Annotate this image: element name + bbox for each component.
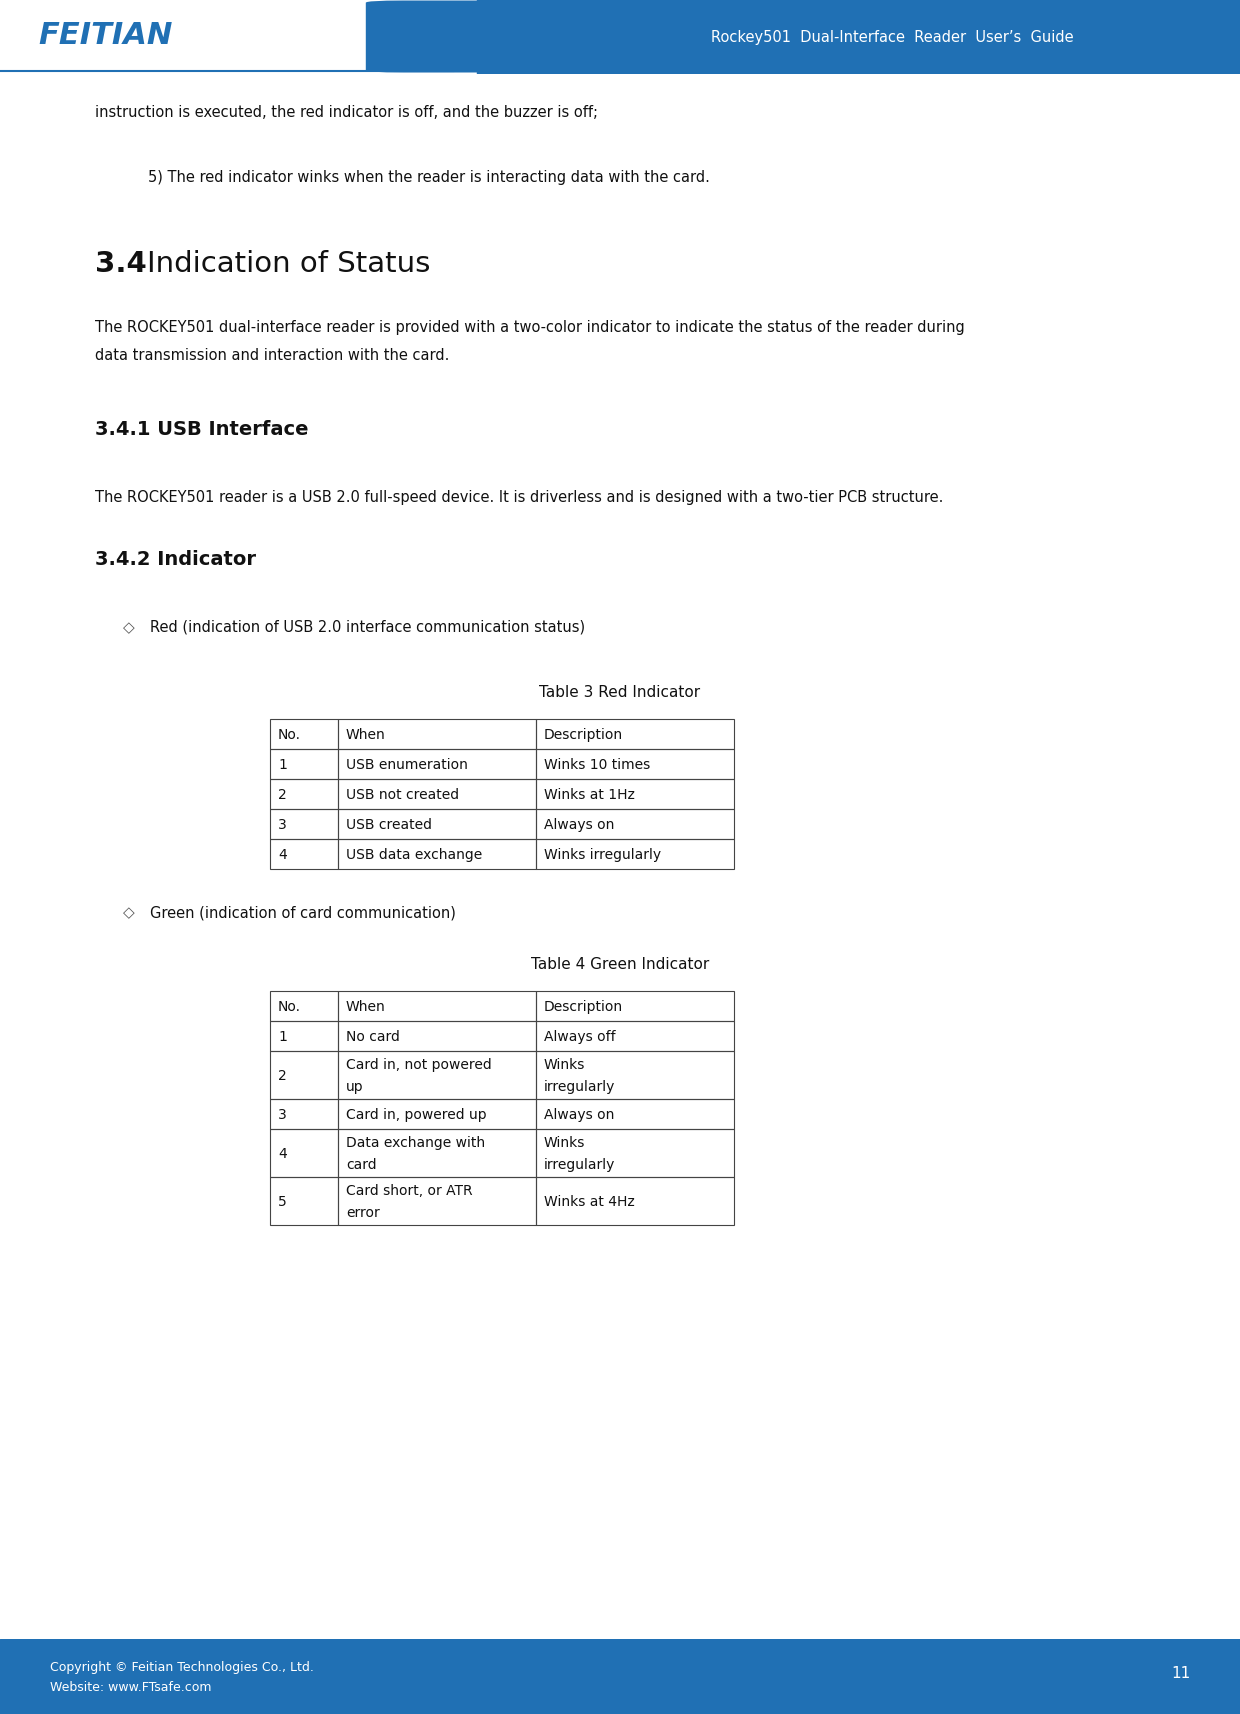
Bar [270,809,339,840]
Bar [536,840,734,869]
Bar [536,749,734,780]
Text: error: error [346,1205,379,1219]
Text: ◇: ◇ [123,905,135,919]
Text: 2: 2 [278,787,286,802]
Text: irregularly: irregularly [544,1078,615,1094]
Bar [270,1099,339,1130]
Text: 1: 1 [278,1030,286,1044]
Bar [270,1051,339,1099]
Bar [536,809,734,840]
Bar [270,840,339,869]
Text: Winks: Winks [544,1058,585,1071]
Text: 3.4.1 USB Interface: 3.4.1 USB Interface [95,420,309,439]
Bar [536,1051,734,1099]
Bar [270,749,339,780]
Text: 3: 3 [278,818,286,831]
Text: USB not created: USB not created [346,787,459,802]
Text: USB data exchange: USB data exchange [346,847,482,862]
Text: Rockey501  Dual-Interface  Reader  User’s  Guide: Rockey501 Dual-Interface Reader User’s G… [712,29,1074,45]
FancyBboxPatch shape [366,2,589,74]
Text: Description: Description [544,999,624,1013]
Bar [339,1099,536,1130]
Text: Data exchange with: Data exchange with [346,1136,485,1150]
Bar [477,0,1240,75]
Text: 4: 4 [278,1147,286,1160]
Text: data transmission and interaction with the card.: data transmission and interaction with t… [95,348,449,363]
Bar [339,809,536,840]
Bar [270,780,339,809]
Text: No.: No. [278,727,301,742]
Text: USB created: USB created [346,818,432,831]
Bar [270,720,339,749]
Text: Card short, or ATR: Card short, or ATR [346,1184,472,1198]
Text: up: up [346,1078,363,1094]
Bar [536,780,734,809]
Text: Card in, not powered: Card in, not powered [346,1058,492,1071]
Text: Green (indication of card communication): Green (indication of card communication) [150,905,456,919]
Bar [270,1178,339,1226]
Text: Always off: Always off [544,1030,615,1044]
Text: The ROCKEY501 reader is a USB 2.0 full-speed device. It is driverless and is des: The ROCKEY501 reader is a USB 2.0 full-s… [95,490,944,504]
Text: When: When [346,727,386,742]
Text: 3.4.2 Indicator: 3.4.2 Indicator [95,550,255,569]
Text: The ROCKEY501 dual-interface reader is provided with a two-color indicator to in: The ROCKEY501 dual-interface reader is p… [95,321,965,334]
Text: 3.4: 3.4 [95,250,146,278]
Text: irregularly: irregularly [544,1157,615,1171]
Bar [270,991,339,1022]
Bar [536,1099,734,1130]
Bar [339,749,536,780]
Bar [536,1130,734,1178]
Text: 5) The red indicator winks when the reader is interacting data with the card.: 5) The red indicator winks when the read… [148,170,709,185]
Bar [339,720,536,749]
Text: FEITIAN: FEITIAN [38,22,172,50]
Text: 1: 1 [278,758,286,771]
Text: Card in, powered up: Card in, powered up [346,1107,486,1121]
Text: Description: Description [544,727,624,742]
Text: Always on: Always on [544,1107,614,1121]
Text: USB enumeration: USB enumeration [346,758,467,771]
Bar [339,1051,536,1099]
Bar [339,780,536,809]
Text: 3: 3 [278,1107,286,1121]
Text: instruction is executed, the red indicator is off, and the buzzer is off;: instruction is executed, the red indicat… [95,105,598,120]
Text: Always on: Always on [544,818,614,831]
Text: 5: 5 [278,1195,286,1208]
Text: Copyright © Feitian Technologies Co., Ltd.
Website: www.FTsafe.com: Copyright © Feitian Technologies Co., Lt… [50,1661,314,1693]
Text: card: card [346,1157,377,1171]
Bar [536,1022,734,1051]
Bar [270,1022,339,1051]
Text: Indication of Status: Indication of Status [148,250,430,278]
Text: No.: No. [278,999,301,1013]
Text: Winks: Winks [544,1136,585,1150]
Text: Winks at 4Hz: Winks at 4Hz [544,1195,635,1208]
Bar [339,1022,536,1051]
Text: 2: 2 [278,1068,286,1082]
Text: Red (indication of USB 2.0 interface communication status): Red (indication of USB 2.0 interface com… [150,620,585,634]
Text: Winks irregularly: Winks irregularly [544,847,661,862]
Bar [536,720,734,749]
Bar [339,991,536,1022]
Text: 4: 4 [278,847,286,862]
Bar [339,1178,536,1226]
Text: Table 3 Red Indicator: Table 3 Red Indicator [539,684,701,699]
Text: 11: 11 [1171,1666,1190,1680]
Text: No card: No card [346,1030,399,1044]
Bar [536,1178,734,1226]
Text: Winks 10 times: Winks 10 times [544,758,650,771]
Bar [270,1130,339,1178]
Bar [339,840,536,869]
Text: Winks at 1Hz: Winks at 1Hz [544,787,635,802]
Text: When: When [346,999,386,1013]
Text: Table 4 Green Indicator: Table 4 Green Indicator [531,956,709,972]
Bar [536,991,734,1022]
Bar [339,1130,536,1178]
Text: ◇: ◇ [123,620,135,634]
